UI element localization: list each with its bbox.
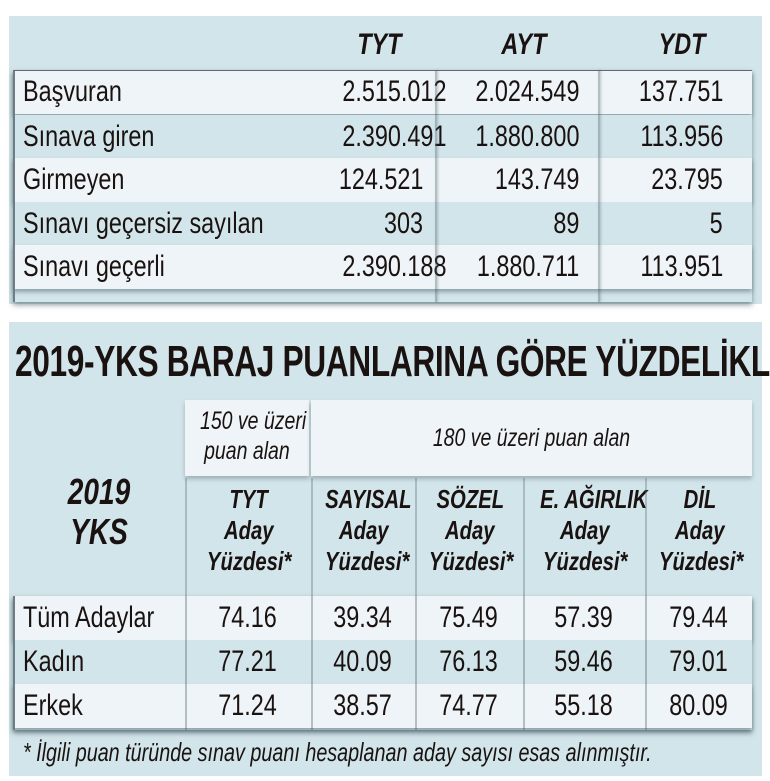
cell-tyt: 2.390.188 (342, 250, 447, 283)
table-row: Sınavı geçerli 2.390.188 1.880.711 113.9… (13, 245, 752, 289)
row-label: Kadın (23, 645, 85, 678)
cell-value: 74.77 (439, 689, 499, 722)
panel-title: 2019-YKS BARAJ PUANLARINA GÖRE YÜZDELİKL… (15, 337, 770, 386)
column-divider (415, 596, 417, 730)
cell-ayt: 143.749 (494, 163, 579, 196)
column-header-tyt: TYT (356, 28, 402, 61)
table-row: Tüm Adaylar 74.16 39.34 75.49 57.39 79.4… (13, 596, 752, 640)
column-header-tyt: TYT Aday Yüzdesi* (185, 478, 311, 596)
row-label: Erkek (23, 689, 83, 722)
table-row: Sınavı geçersiz sayılan 303 89 5 (13, 202, 752, 246)
cell-value: 80.09 (669, 689, 728, 722)
cell-ydt: 5 (709, 207, 723, 240)
cell-value: 57.39 (554, 601, 614, 634)
exam-stats-panel: TYT AYT YDT Başvuran 2.515.012 2.024.549… (9, 16, 762, 304)
cell-value: 38.57 (333, 689, 393, 722)
footnote: * İlgili puan türünde sınav puanı hesapl… (23, 737, 652, 767)
row-label: Sınavı geçersiz sayılan (23, 207, 264, 240)
column-divider (311, 596, 313, 730)
column-divider (523, 596, 525, 730)
column-header-sayisal: SAYISAL Aday Yüzdesi* (311, 478, 415, 596)
cell-tyt: 2.515.012 (342, 75, 447, 108)
cell-ayt: 1.880.800 (474, 120, 579, 153)
cell-value: 76.13 (439, 645, 499, 678)
cell-value: 59.46 (554, 645, 614, 678)
table-row: Girmeyen 124.521 143.749 23.795 (13, 158, 752, 202)
cell-value: 40.09 (333, 645, 393, 678)
corner-label: 2019 YKS (67, 471, 131, 552)
row-label: Girmeyen (23, 163, 125, 196)
cell-value: 39.34 (333, 601, 393, 634)
cell-ydt: 23.795 (651, 163, 723, 196)
cell-value: 71.24 (218, 689, 278, 722)
cell-value: 79.44 (669, 601, 728, 634)
cell-value: 74.16 (218, 601, 278, 634)
column-divider (185, 596, 187, 730)
cell-ayt: 1.880.711 (476, 250, 579, 283)
table-row: Sınava giren 2.390.491 1.880.800 113.956 (13, 115, 752, 159)
cell-ydt: 113.951 (640, 250, 723, 283)
table-row: Başvuran 2.515.012 2.024.549 137.751 (13, 70, 752, 114)
group-header-150: 150 ve üzeri puan alan (185, 400, 309, 476)
row-label: Tüm Adaylar (23, 601, 155, 634)
column-header-dil: DİL Aday Yüzdesi* (645, 478, 752, 596)
cell-tyt: 2.390.491 (342, 120, 447, 153)
cell-tyt: 124.521 (338, 163, 423, 196)
table-row: Kadın 77.21 40.09 76.13 59.46 79.01 (13, 640, 752, 684)
percentiles-panel: 2019-YKS BARAJ PUANLARINA GÖRE YÜZDELİKL… (9, 322, 770, 776)
column-divider (598, 70, 600, 302)
column-header-sozel: SÖZEL Aday Yüzdesi* (415, 478, 523, 596)
group-header-180: 180 ve üzeri puan alan (311, 400, 752, 476)
cell-tyt: 303 (383, 207, 423, 240)
column-header-ayt: AYT (501, 28, 547, 61)
cell-value: 55.18 (554, 689, 614, 722)
column-divider (435, 70, 437, 302)
table-row: Erkek 71.24 38.57 74.77 55.18 80.09 (13, 684, 752, 728)
column-divider (645, 596, 647, 730)
row-label: Sınava giren (23, 120, 155, 153)
row-label: Başvuran (23, 75, 122, 108)
row-label: Sınavı geçerli (23, 250, 165, 283)
column-header-ydt: YDT (658, 28, 705, 61)
cell-ydt: 113.956 (640, 120, 723, 153)
column-header-e-agirlik: E. AĞIRLIK Aday Yüzdesi* (523, 478, 648, 596)
cell-value: 75.49 (439, 601, 499, 634)
cell-ayt: 89 (552, 207, 579, 240)
cell-ayt: 2.024.549 (474, 75, 579, 108)
cell-ydt: 137.751 (638, 75, 723, 108)
cell-value: 77.21 (218, 645, 278, 678)
cell-value: 79.01 (669, 645, 728, 678)
